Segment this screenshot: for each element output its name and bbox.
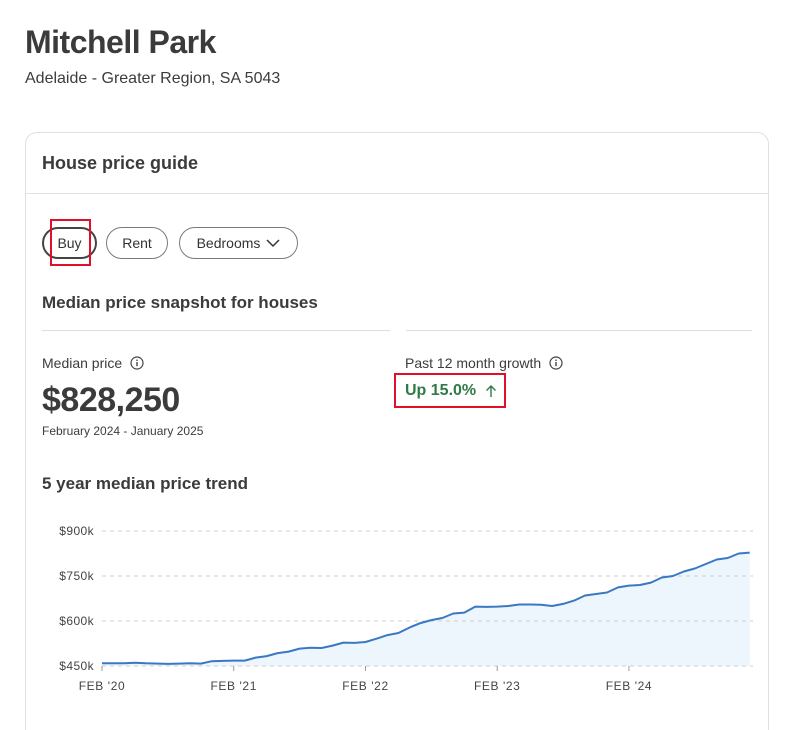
y-tick-label: $750k xyxy=(59,569,94,583)
trend-area xyxy=(102,552,750,666)
page-title: Mitchell Park xyxy=(25,24,216,60)
buy-label: Buy xyxy=(57,235,82,251)
bedrooms-label: Bedrooms xyxy=(196,235,261,251)
x-tick-label: FEB '24 xyxy=(606,679,653,693)
x-tick-label: FEB '20 xyxy=(79,679,126,693)
rent-button[interactable]: Rent xyxy=(106,227,168,259)
arrow-up-icon xyxy=(486,385,497,397)
median-price-label-text: Median price xyxy=(42,355,123,371)
buy-button[interactable]: Buy xyxy=(42,227,97,259)
card-header: House price guide xyxy=(26,133,768,194)
median-price-label: Median price xyxy=(42,355,144,371)
trend-line xyxy=(102,551,750,665)
growth-value: Up 15.0% xyxy=(405,382,497,400)
growth-value-text: Up 15.0% xyxy=(405,382,477,399)
divider xyxy=(42,330,390,331)
info-icon[interactable] xyxy=(549,356,563,370)
median-price-value: $828,250 xyxy=(42,381,180,419)
bedrooms-dropdown[interactable]: Bedrooms xyxy=(179,227,298,259)
median-price-period: February 2024 - January 2025 xyxy=(42,424,204,438)
rent-label: Rent xyxy=(122,235,152,251)
x-tick-label: FEB '23 xyxy=(474,679,521,693)
price-trend-chart: $450k $600k $750k $900k FEB '20 FEB '21 FEB '2… xyxy=(59,524,753,693)
growth-label-text: Past 12 month growth xyxy=(405,355,542,371)
trend-title: 5 year median price trend xyxy=(42,474,248,493)
y-tick-label: $900k xyxy=(59,524,94,538)
price-guide-card: House price guide Buy Rent Bedrooms Medi… xyxy=(25,132,769,730)
page-subtitle: Adelaide - Greater Region, SA 5043 xyxy=(25,70,281,87)
snapshot-title: Median price snapshot for houses xyxy=(42,293,318,312)
y-tick-label: $600k xyxy=(59,614,94,628)
card-title: House price guide xyxy=(42,153,199,173)
chevron-down-icon xyxy=(266,239,280,248)
divider xyxy=(406,330,752,331)
growth-label: Past 12 month growth xyxy=(405,355,563,371)
y-tick-label: $450k xyxy=(59,659,94,673)
x-tick-label: FEB '22 xyxy=(342,679,389,693)
x-tick-label: FEB '21 xyxy=(210,679,257,693)
info-icon[interactable] xyxy=(130,356,144,370)
